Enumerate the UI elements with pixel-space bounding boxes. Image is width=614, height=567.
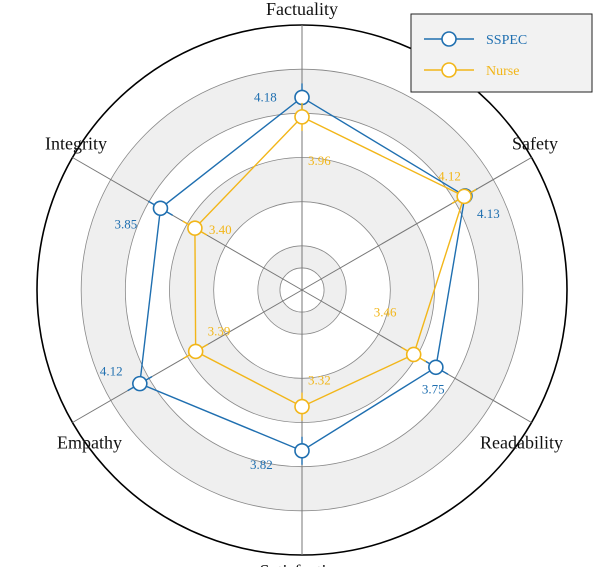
axis-label-safety: Safety bbox=[512, 134, 558, 154]
legend-box bbox=[410, 13, 593, 93]
value-label-sspec: 3.85 bbox=[114, 216, 137, 231]
legend-marker bbox=[441, 31, 457, 47]
data-point bbox=[187, 343, 204, 360]
legend-label-sspec: SSPEC bbox=[486, 33, 527, 48]
legend-marker bbox=[441, 62, 457, 78]
axis-label-satisfaction: Satisfaction bbox=[260, 561, 345, 567]
value-label-sspec: 4.18 bbox=[254, 89, 277, 104]
axis-labels: Factuality Safety Readability Satisfaction E… bbox=[45, 0, 563, 567]
axis-label-empathy: Empathy bbox=[57, 433, 122, 453]
grid-band bbox=[169, 157, 435, 423]
grid-bands bbox=[81, 69, 523, 511]
data-point bbox=[294, 398, 310, 415]
series-layer bbox=[127, 83, 478, 465]
value-label-nurse: 3.46 bbox=[374, 304, 397, 319]
value-labels: 4.18 4.13 3.75 3.82 4.12 3.85 3.96 4.12 3.46 3.32… bbox=[100, 89, 500, 471]
value-label-nurse: 3.32 bbox=[308, 373, 331, 388]
value-label-nurse: 3.39 bbox=[208, 323, 231, 338]
data-point bbox=[294, 442, 310, 459]
data-point bbox=[428, 359, 444, 376]
value-label-nurse: 4.12 bbox=[438, 168, 461, 183]
data-point bbox=[294, 89, 310, 106]
axis-spoke bbox=[301, 157, 532, 291]
series-nurse bbox=[182, 102, 477, 421]
data-point bbox=[132, 375, 148, 392]
value-label-sspec: 3.82 bbox=[250, 457, 273, 472]
axis-label-factuality: Factuality bbox=[266, 0, 338, 19]
value-label-nurse: 3.40 bbox=[209, 222, 232, 237]
data-point bbox=[456, 188, 472, 205]
data-point bbox=[152, 200, 169, 217]
legend-label-nurse: Nurse bbox=[486, 64, 519, 79]
value-label-sspec: 4.12 bbox=[100, 364, 123, 379]
value-label-nurse: 3.96 bbox=[308, 153, 331, 168]
data-point bbox=[405, 346, 422, 363]
data-point bbox=[187, 220, 203, 236]
axis-label-integrity: Integrity bbox=[45, 134, 107, 154]
axis-label-readability: Readability bbox=[480, 433, 563, 453]
value-label-sspec: 4.13 bbox=[477, 206, 500, 221]
legend: SSPEC Nurse bbox=[410, 13, 593, 93]
grid-band bbox=[257, 245, 347, 335]
value-label-sspec: 3.75 bbox=[422, 381, 445, 396]
data-point bbox=[294, 109, 310, 125]
